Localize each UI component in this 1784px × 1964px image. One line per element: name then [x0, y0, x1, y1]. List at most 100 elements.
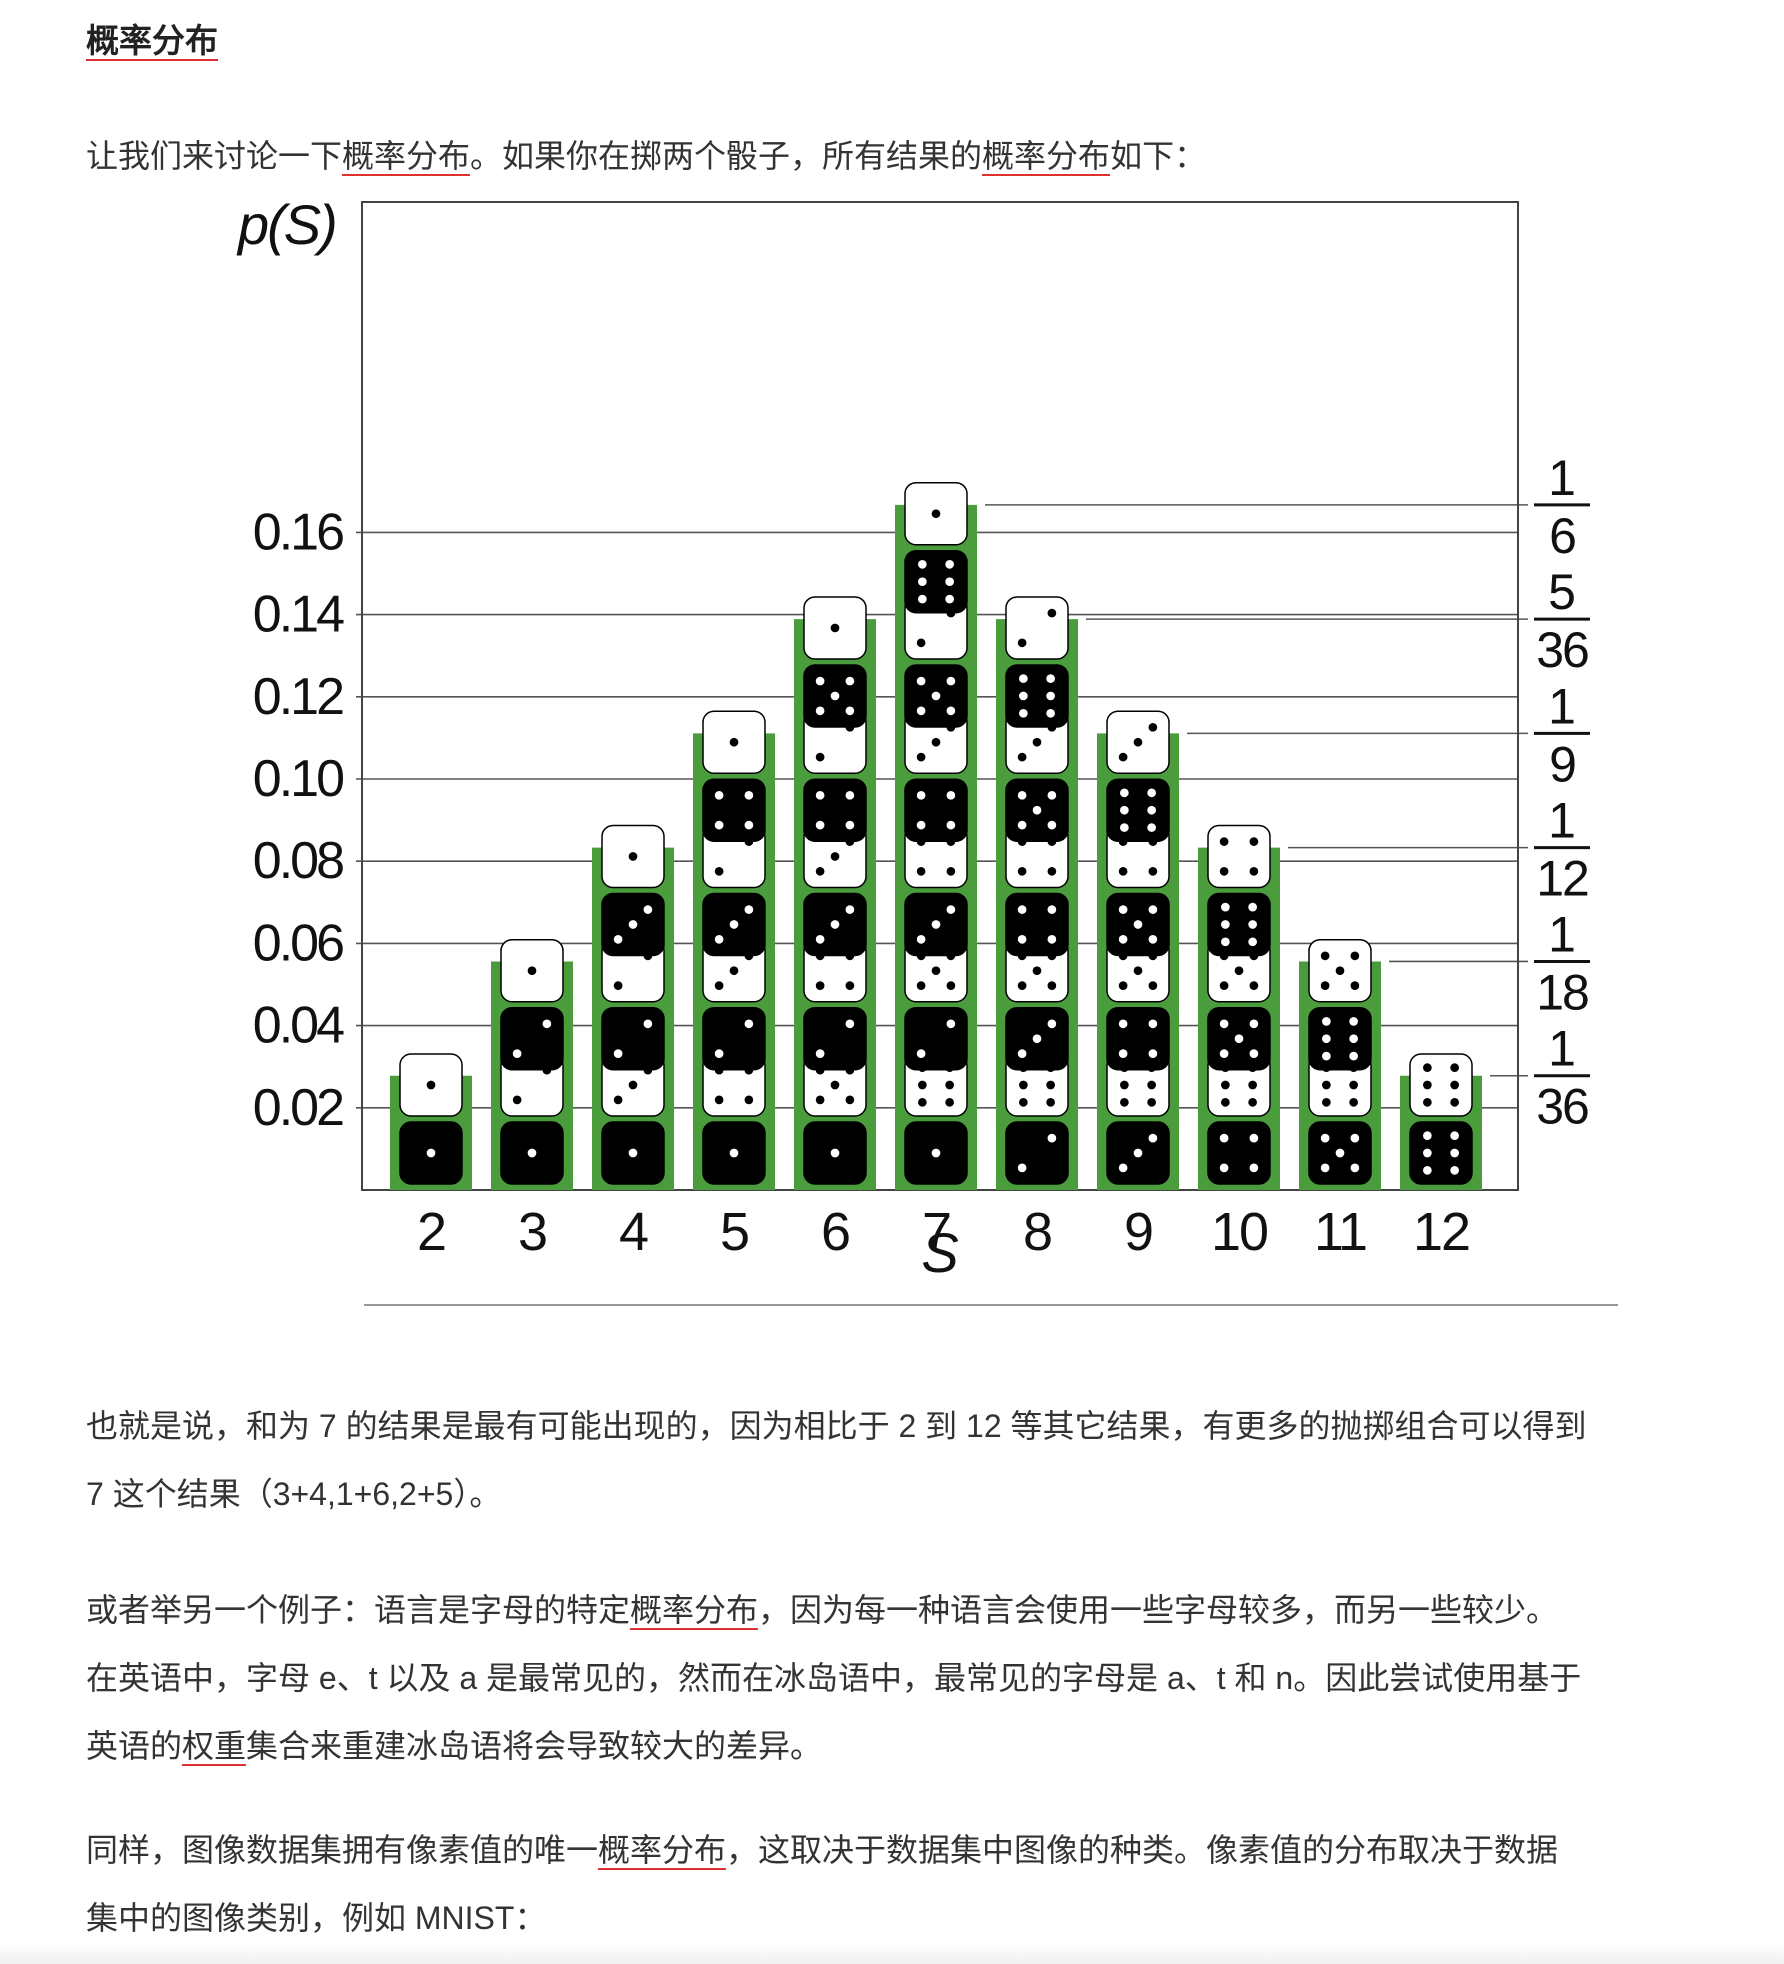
x-tick-label: 9 [1124, 1202, 1152, 1262]
die-pip [1350, 1163, 1360, 1173]
die-pip [542, 1019, 552, 1029]
x-tick-label: 2 [417, 1202, 445, 1262]
die-pip [815, 867, 825, 876]
black-die [500, 1006, 564, 1071]
black-die [702, 1006, 766, 1071]
die-pip [1320, 1133, 1330, 1143]
die-pip [729, 1148, 739, 1158]
die-pip [830, 920, 840, 929]
die-pip [1322, 1051, 1331, 1061]
die-pip [1423, 1166, 1432, 1175]
die-pip [1450, 1098, 1459, 1107]
black-die [601, 892, 665, 957]
text: 7 这个结果（3+4,1+6,2+5）。 [86, 1476, 502, 1512]
die-pip [830, 852, 840, 861]
die-pip [1148, 981, 1158, 990]
die-face [702, 1006, 766, 1071]
x-tick-label: 7 [922, 1202, 950, 1262]
black-die [803, 892, 867, 957]
paragraph-language-example: 或者举另一个例子：语言是字母的特定概率分布，因为每一种语言会使用一些字母较多，而… [86, 1576, 1686, 1780]
die-pip [1423, 1131, 1432, 1140]
die-pip [1450, 1148, 1459, 1158]
paragraph-explanation: 也就是说，和为 7 的结果是最有可能出现的，因为相比于 2 到 12 等其它结果… [86, 1392, 1686, 1528]
die-pip [1148, 723, 1158, 732]
die-pip [1118, 1019, 1128, 1029]
die-pip [512, 1095, 522, 1105]
die-pip [931, 691, 941, 701]
black-die [1207, 892, 1271, 957]
x-tick-label: 8 [1023, 1202, 1051, 1262]
die-pip [815, 1095, 825, 1105]
die-face [1207, 892, 1271, 957]
black-die [702, 778, 766, 842]
x-axis-label: S [921, 1221, 958, 1284]
die-pip [1017, 752, 1027, 762]
black-die [904, 664, 968, 728]
die-pip [1219, 981, 1229, 990]
white-die [399, 1053, 463, 1117]
die-pip [1249, 1163, 1259, 1173]
die-pip [1349, 1051, 1358, 1061]
fraction-label: 19 [1534, 678, 1590, 792]
die-pip [1221, 937, 1230, 947]
chart-svg: 0.020.040.060.080.100.120.140.1616536191… [236, 193, 1618, 1306]
x-tick-label: 6 [821, 1202, 849, 1262]
die-pip [1350, 951, 1360, 961]
die-pip [845, 706, 855, 716]
die-pip [628, 920, 638, 929]
die-pip [1148, 867, 1158, 876]
die-pip [512, 1049, 522, 1058]
die-pip [1047, 935, 1057, 944]
die-pip [916, 676, 926, 686]
x-tick-label: 3 [518, 1202, 546, 1262]
die-pip [845, 676, 855, 686]
fraction-denominator: 9 [1549, 736, 1575, 792]
die-face [803, 1006, 867, 1071]
die-pip [1248, 920, 1257, 929]
die-pip [1450, 1166, 1459, 1175]
die-pip [1118, 867, 1128, 876]
die-pip [830, 1080, 840, 1090]
black-die [1207, 1006, 1271, 1071]
die-pip [1249, 837, 1259, 846]
die-pip [714, 867, 724, 876]
dice-probability-chart: 0.02 0.04 0.06 0.08 0.10 0.12 0.14 0.16 1 6 5 36 1 9 1… [86, 190, 1698, 1330]
black-die [601, 1006, 665, 1071]
die-pip [1017, 867, 1027, 876]
die-pip [1248, 1098, 1257, 1107]
fraction-denominator: 12 [1536, 851, 1588, 907]
die-pip [426, 1080, 436, 1090]
fraction-label: 16 [1534, 450, 1590, 564]
die-pip [1046, 708, 1055, 718]
die-pip [1349, 1017, 1358, 1026]
die-pip [1147, 788, 1156, 798]
white-die [1005, 596, 1069, 660]
fraction-numerator: 1 [1548, 906, 1576, 962]
die-pip [815, 791, 825, 800]
die-pip [918, 1098, 927, 1107]
die-pip [931, 737, 941, 747]
die-pip [1019, 1080, 1028, 1090]
die-pip [744, 820, 754, 830]
text: 同样，图像数据集拥有像素值的唯一 [86, 1832, 599, 1868]
die-face [1005, 1121, 1069, 1185]
die-pip [918, 577, 927, 587]
x-tick-label: 12 [1413, 1202, 1469, 1262]
die-pip [815, 1049, 825, 1058]
die-pip [1017, 791, 1027, 800]
die-pip [1219, 1049, 1229, 1058]
die-pip [1118, 935, 1128, 944]
die-pip [1017, 1049, 1027, 1058]
die-pip [815, 752, 825, 762]
die-pip [1133, 1148, 1143, 1158]
die-pip [628, 1148, 638, 1158]
die-pip [1450, 1131, 1459, 1140]
die-face [904, 549, 968, 614]
die-pip [845, 905, 855, 914]
die-pip [1322, 1034, 1331, 1044]
black-die [702, 892, 766, 957]
black-die [1005, 1121, 1069, 1185]
die-pip [1148, 1019, 1158, 1029]
die-pip [1019, 674, 1028, 683]
black-die [500, 1121, 564, 1185]
